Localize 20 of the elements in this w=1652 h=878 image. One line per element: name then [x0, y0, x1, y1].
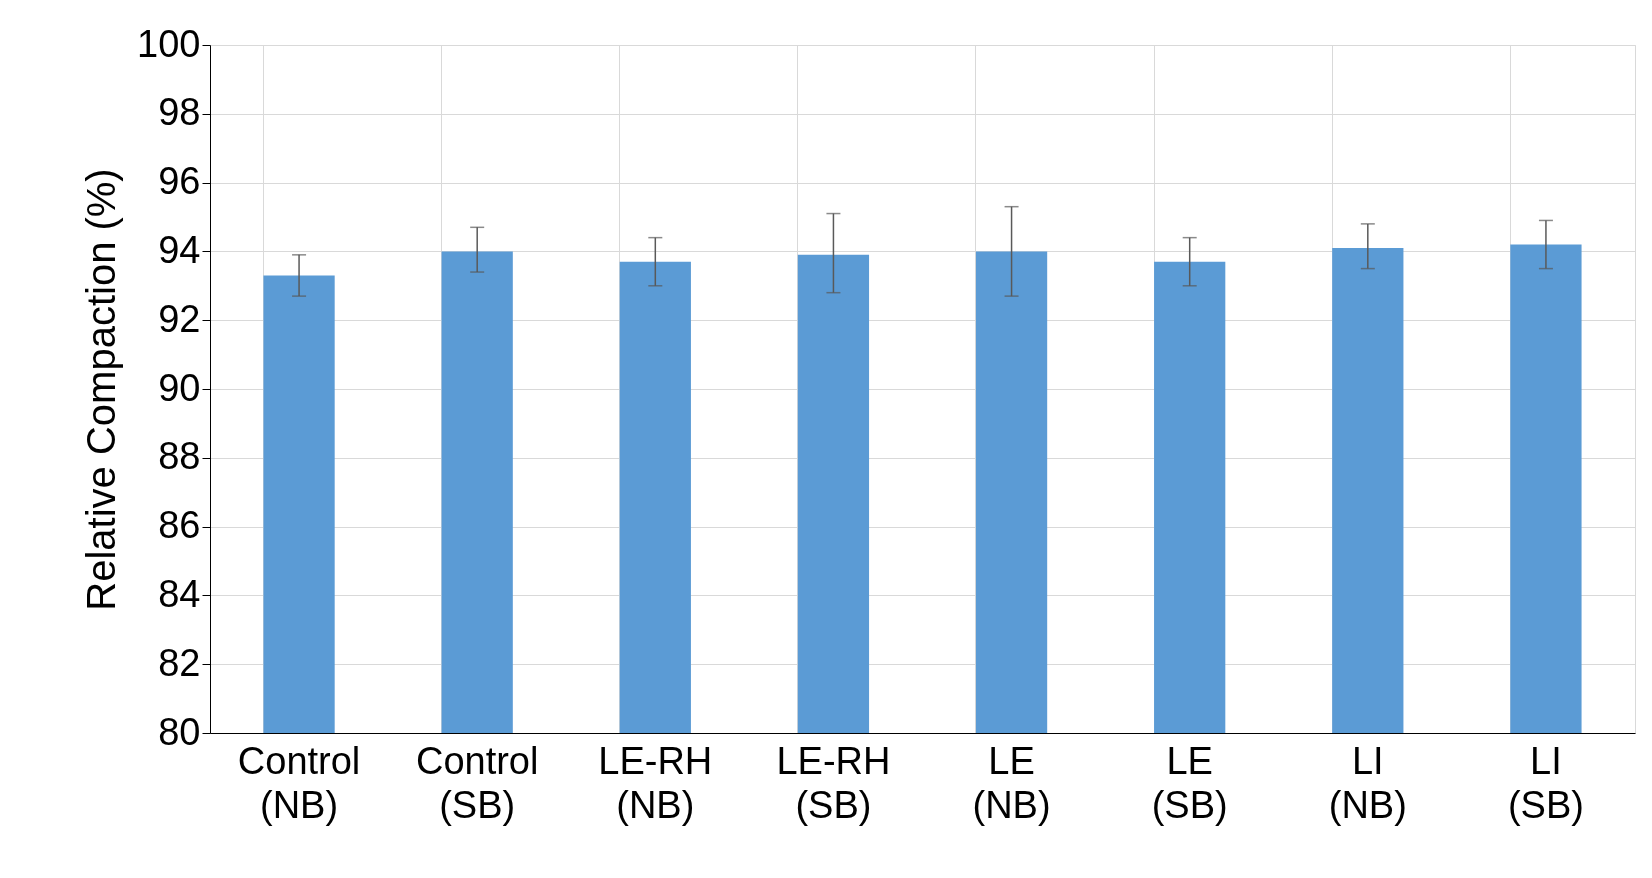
y-tick-label: 100: [137, 22, 201, 65]
x-tick-label: LI (SB): [1507, 739, 1584, 826]
x-tick-label: LE (NB): [972, 739, 1051, 826]
y-tick-label: 98: [158, 91, 201, 134]
y-tick-label: 86: [158, 504, 201, 547]
y-tick-label: 90: [158, 366, 201, 409]
x-tick-label: LE-RH (NB): [598, 739, 713, 826]
x-tick-label: Control (SB): [415, 739, 539, 826]
y-tick-label: 84: [158, 572, 201, 615]
y-tick-label: 88: [158, 435, 201, 478]
y-tick-label: 96: [158, 160, 201, 203]
y-tick-label: 94: [158, 228, 201, 271]
x-tick-label: LE-RH (SB): [776, 739, 891, 826]
y-tick-label: 80: [158, 710, 201, 753]
x-tick-label: Control (NB): [237, 739, 361, 826]
x-tick-label: LI (NB): [1328, 739, 1407, 826]
y-axis-title: Relative Compaction (%): [79, 168, 124, 611]
y-tick-label: 92: [158, 297, 201, 340]
y-tick-label: 82: [158, 641, 201, 684]
x-tick-label: LE (SB): [1151, 739, 1228, 826]
